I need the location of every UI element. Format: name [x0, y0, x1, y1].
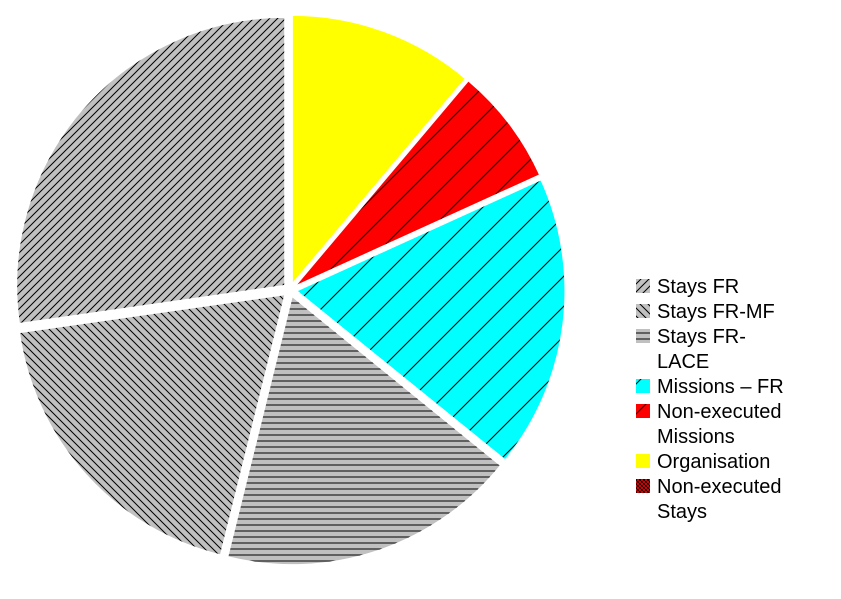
pie-slice-stays-fr: [16, 16, 286, 324]
legend-label: LACE: [657, 351, 709, 373]
legend-item-stays-fr-lace: Stays FR- LACE: [636, 326, 746, 373]
legend-label: Non-executed: [657, 401, 782, 423]
pie-slice-missions-fr: [296, 179, 566, 461]
legend-label: Missions: [657, 426, 735, 448]
legend-item-non-executed-stays: Non-executed Stays: [636, 476, 782, 523]
legend-label: Stays: [657, 501, 707, 523]
legend-label: Non-executed: [657, 476, 782, 498]
pie-slice-stays-fr-mf: [18, 294, 286, 556]
pie-slices: [16, 14, 566, 566]
legend-item-non-executed-missions: Non-executed Missions: [636, 401, 782, 448]
pie-slice-stays-fr-lace: [227, 295, 502, 566]
legend-label: Stays FR: [657, 276, 739, 298]
legend-label: Stays FR-: [657, 326, 746, 348]
legend-item-stays-fr: Stays FR: [636, 276, 739, 298]
legend-swatch: [636, 379, 650, 393]
legend-swatch: [636, 454, 650, 468]
legend-label: Stays FR-MF: [657, 301, 775, 323]
legend-swatch: [636, 304, 650, 318]
pie-slice-organisation: [291, 14, 466, 285]
legend: Stays FR Stays FR-MF Stays FR- LACE Missions…: [636, 276, 784, 523]
legend-swatch: [636, 329, 650, 343]
legend-item-stays-fr-mf: Stays FR-MF: [636, 301, 775, 323]
legend-label: Organisation: [657, 451, 770, 473]
legend-label: Missions – FR: [657, 376, 784, 398]
legend-item-missions-fr: Missions – FR: [636, 376, 784, 398]
legend-swatch: [636, 479, 650, 493]
legend-swatch: [636, 279, 650, 293]
pie-slice-non-executed-missions: [295, 80, 541, 287]
legend-swatch: [636, 404, 650, 418]
legend-item-organisation: Organisation: [636, 451, 770, 473]
